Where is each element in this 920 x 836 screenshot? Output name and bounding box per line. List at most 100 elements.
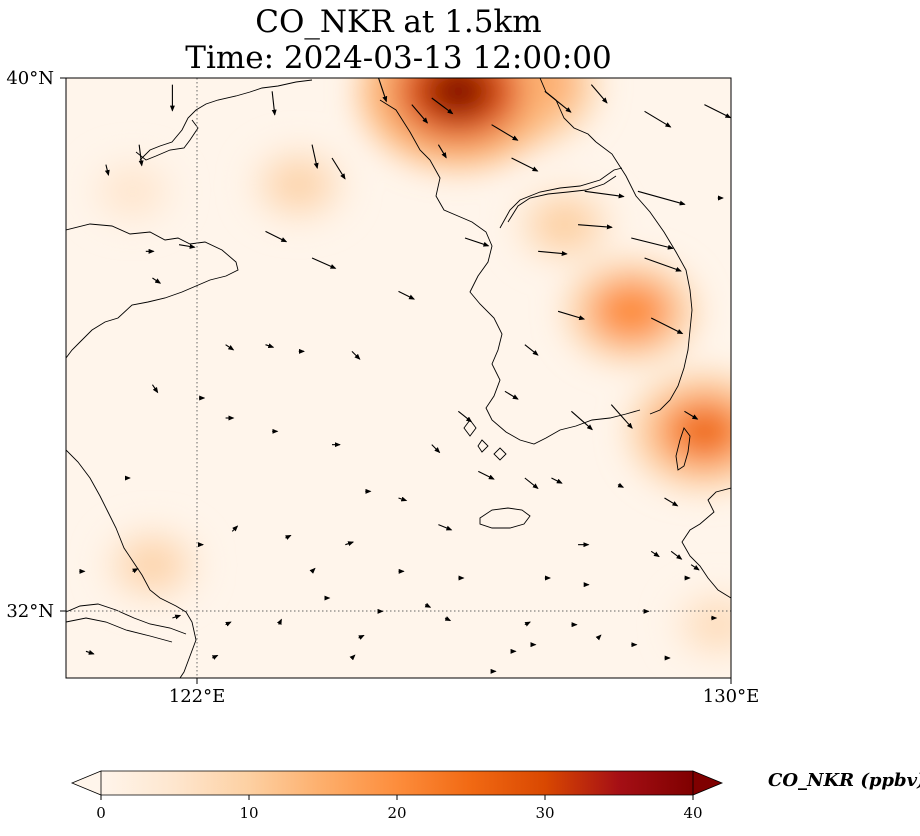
wind-arrow (345, 541, 355, 547)
wind-arrow (464, 237, 490, 247)
wind-arrow (595, 634, 602, 641)
coastline-china-south (66, 449, 197, 678)
coastline-north-china (66, 223, 239, 359)
colorbar-max-extension (692, 770, 724, 796)
coastline-korea-east (595, 141, 693, 415)
wind-arrow (610, 404, 633, 429)
wind-arrow (704, 104, 731, 119)
concentration-plume (677, 410, 731, 452)
wind-vectors (79, 78, 731, 674)
wind-arrow (637, 190, 686, 206)
coastline-korea-west (379, 99, 641, 445)
wind-arrow (358, 634, 365, 640)
wind-arrow (309, 567, 316, 574)
colorbar-tick-label: 0 (96, 804, 106, 822)
wind-arrow (271, 91, 277, 116)
wind-arrow (225, 344, 235, 351)
coastline-korea-north-2 (507, 175, 617, 223)
wind-arrow (438, 524, 453, 531)
wind-arrow (331, 157, 346, 180)
wind-arrow (458, 410, 473, 423)
wind-arrow (431, 97, 454, 115)
wind-arrow (437, 144, 447, 159)
lon-tick-label-130: 130°E (703, 686, 760, 707)
wind-arrow (644, 110, 672, 128)
wind-arrow (265, 343, 275, 349)
wind-arrow (378, 78, 388, 103)
wind-arrow (590, 84, 608, 104)
wind-arrow (511, 157, 539, 172)
wind-arrow (538, 250, 568, 256)
concentration-plume (269, 162, 328, 208)
concentration-plume (534, 201, 595, 249)
wind-arrow (104, 164, 110, 177)
wind-arrow (151, 384, 159, 394)
wind-arrow (225, 621, 232, 627)
wind-arrow (478, 470, 495, 480)
wind-arrow (351, 350, 361, 360)
wind-arrow (132, 568, 139, 574)
wind-arrow (138, 144, 144, 167)
wind-arrow (504, 390, 519, 400)
wind-arrow (524, 477, 539, 490)
plot-frame (65, 77, 732, 679)
wind-arrow (571, 410, 593, 431)
wind-arrow (211, 654, 219, 660)
colorbar-tick-label: 30 (535, 804, 554, 822)
wind-arrow (276, 618, 282, 626)
colorbar-tick-label: 10 (239, 804, 258, 822)
wind-arrow (152, 277, 162, 284)
colorbar-min-extension (70, 770, 102, 796)
colorbar: 0 10 20 30 40 (70, 770, 724, 822)
wind-arrow (491, 124, 519, 141)
concentration-field (90, 78, 731, 660)
wind-arrow (557, 310, 586, 321)
gridlines (66, 78, 731, 678)
wind-arrow (349, 654, 356, 661)
coastline-kyushu (681, 487, 731, 599)
wind-arrow (85, 649, 95, 655)
map-title-line1: CO_NKR at 1.5km (255, 4, 542, 40)
wind-arrow (285, 534, 292, 540)
lat-tick-label-40: 40°N (6, 68, 54, 89)
coastline-korea-north (499, 167, 623, 229)
colorbar-body (101, 771, 693, 795)
wind-arrow (644, 257, 682, 272)
wind-arrow (231, 525, 239, 532)
wind-arrow (524, 621, 531, 627)
wind-arrow (411, 104, 429, 124)
wind-arrow (431, 444, 441, 454)
concentration-plume (424, 78, 493, 119)
map-title-line2: Time: 2024-03-13 12:00:00 (185, 40, 612, 76)
concentration-plume (107, 171, 158, 211)
wind-arrow (551, 477, 563, 484)
wind-arrow (311, 144, 319, 170)
wind-arrow (670, 550, 683, 560)
lon-tick-label-122: 122°E (169, 686, 226, 707)
tsushima-island (675, 427, 691, 471)
colorbar-ticks: 0 10 20 30 40 (96, 795, 703, 822)
wind-arrow (172, 614, 182, 620)
wind-arrow (584, 190, 625, 199)
colorbar-label: CO_NKR (ppbv) (768, 770, 920, 791)
wind-arrow (650, 550, 660, 558)
wind-arrow (631, 237, 674, 250)
wind-arrow (617, 482, 625, 488)
concentration-plume (123, 542, 182, 588)
wind-arrow (398, 290, 415, 300)
wind-arrow (398, 496, 408, 502)
wind-arrow (690, 564, 700, 571)
jeju-island (479, 507, 531, 529)
wind-arrow (650, 317, 684, 335)
wind-arrow (311, 257, 337, 269)
wind-arrow (524, 344, 539, 356)
axis-ticks: 40°N 32°N 122°E 130°E (6, 68, 759, 707)
coastline-korea-islands (463, 419, 507, 461)
wind-arrow (424, 602, 432, 608)
coastline-bohai (139, 79, 313, 161)
wind-arrow (684, 410, 699, 420)
colorbar-tick-label: 40 (683, 804, 702, 822)
wind-arrow (664, 497, 679, 507)
wind-arrow (578, 224, 613, 230)
